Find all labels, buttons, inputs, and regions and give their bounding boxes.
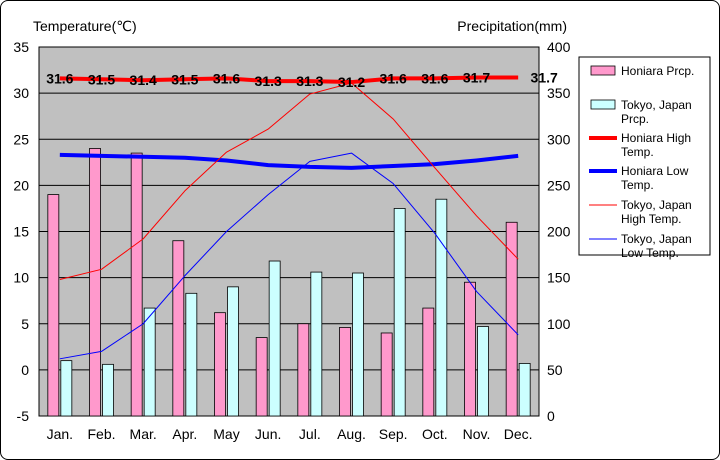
legend-label: Honiara Low Temp. bbox=[621, 164, 689, 192]
right-tick-label: 100 bbox=[547, 316, 571, 332]
tokyo-high-line bbox=[59, 82, 519, 280]
x-tick-label: Dec. bbox=[504, 426, 533, 442]
left-tick-label: 20 bbox=[13, 177, 29, 193]
bar-honiara-prcp bbox=[297, 323, 310, 417]
data-label-honiara-high: 31.7 bbox=[531, 69, 558, 85]
legend-label: Tokyo, Japan Prcp. bbox=[621, 98, 692, 126]
right-tick-label: 50 bbox=[547, 362, 563, 378]
data-label-honiara-high: 31.6 bbox=[421, 70, 448, 86]
legend-label: Tokyo, Japan Low Temp. bbox=[621, 232, 692, 260]
right-tick-label: 150 bbox=[547, 270, 571, 286]
left-tick-label: 35 bbox=[13, 39, 29, 55]
right-tick-label: 400 bbox=[547, 39, 571, 55]
bar-tokyo-prcp bbox=[477, 326, 489, 417]
left-tick-label: 25 bbox=[13, 131, 29, 147]
bar-tokyo-prcp bbox=[268, 260, 281, 417]
bar-honiara-prcp bbox=[339, 327, 351, 417]
left-tick-label: 10 bbox=[13, 270, 29, 286]
bar-honiara-prcp bbox=[255, 337, 268, 417]
right-tick-label: 300 bbox=[547, 131, 571, 147]
bar-tokyo-prcp bbox=[185, 292, 198, 417]
bar-honiara-prcp bbox=[422, 307, 435, 417]
legend-label: Tokyo, Japan High Temp. bbox=[621, 198, 692, 226]
bar-tokyo-prcp bbox=[393, 208, 406, 417]
tokyo-low-line bbox=[59, 152, 519, 360]
x-tick-label: Apr. bbox=[172, 426, 197, 442]
right-axis-title: Precipitation(mm) bbox=[457, 18, 567, 34]
legend-swatch bbox=[590, 99, 616, 110]
left-axis-title: Temperature(℃) bbox=[33, 18, 137, 34]
right-tick-label: 250 bbox=[547, 177, 571, 193]
data-label-honiara-high: 31.4 bbox=[130, 72, 157, 88]
legend-label: Honiara Prcp. bbox=[621, 64, 694, 78]
bar-honiara-prcp bbox=[505, 221, 518, 417]
data-label-honiara-high: 31.3 bbox=[296, 73, 323, 89]
x-tick-label: Jul. bbox=[299, 426, 321, 442]
x-tick-label: Jun. bbox=[255, 426, 281, 442]
data-label-honiara-high: 31.3 bbox=[255, 73, 282, 89]
left-tick-label: 0 bbox=[21, 362, 29, 378]
bar-tokyo-prcp bbox=[102, 363, 114, 417]
bar-honiara-prcp bbox=[214, 312, 226, 417]
bar-honiara-prcp bbox=[380, 332, 393, 417]
honiara-low-line bbox=[59, 152, 519, 170]
x-tick-label: Mar. bbox=[130, 426, 157, 442]
honiara-high-line bbox=[59, 75, 519, 85]
right-tick-label: 350 bbox=[547, 85, 571, 101]
x-tick-label: Sep. bbox=[379, 426, 408, 442]
bar-honiara-prcp bbox=[130, 152, 143, 417]
data-label-honiara-high: 31.6 bbox=[46, 70, 73, 86]
bar-tokyo-prcp bbox=[60, 360, 73, 417]
bar-tokyo-prcp bbox=[143, 307, 156, 417]
x-tick-label: Oct. bbox=[422, 426, 448, 442]
x-tick-label: Feb. bbox=[87, 426, 115, 442]
data-label-honiara-high: 31.6 bbox=[380, 70, 407, 86]
x-tick-label: May bbox=[213, 426, 239, 442]
bar-tokyo-prcp bbox=[518, 363, 531, 417]
data-label-honiara-high: 31.6 bbox=[213, 70, 240, 86]
legend-label: Honiara High Temp. bbox=[621, 131, 691, 159]
left-tick-label: 5 bbox=[21, 316, 29, 332]
bar-tokyo-prcp bbox=[227, 286, 239, 417]
left-tick-label: 30 bbox=[13, 85, 29, 101]
right-tick-label: 200 bbox=[547, 224, 571, 240]
data-label-honiara-high: 31.5 bbox=[88, 71, 115, 87]
bar-honiara-prcp bbox=[47, 194, 60, 417]
bar-tokyo-prcp bbox=[352, 272, 364, 417]
legend-box bbox=[578, 56, 711, 256]
x-tick-label: Jan. bbox=[47, 426, 73, 442]
left-tick-label: 15 bbox=[13, 224, 29, 240]
bar-honiara-prcp bbox=[89, 148, 101, 417]
x-tick-label: Nov. bbox=[463, 426, 491, 442]
data-label-honiara-high: 31.2 bbox=[338, 74, 365, 90]
data-label-honiara-high: 31.5 bbox=[171, 71, 198, 87]
bar-tokyo-prcp bbox=[310, 271, 323, 417]
data-label-honiara-high: 31.7 bbox=[463, 69, 490, 85]
bar-honiara-prcp bbox=[464, 281, 476, 417]
bar-tokyo-prcp bbox=[435, 198, 448, 417]
right-tick-label: 0 bbox=[547, 408, 555, 424]
left-tick-label: -5 bbox=[17, 408, 30, 424]
bar-honiara-prcp bbox=[172, 240, 185, 417]
legend-swatch bbox=[590, 65, 616, 76]
x-tick-label: Aug. bbox=[337, 426, 366, 442]
